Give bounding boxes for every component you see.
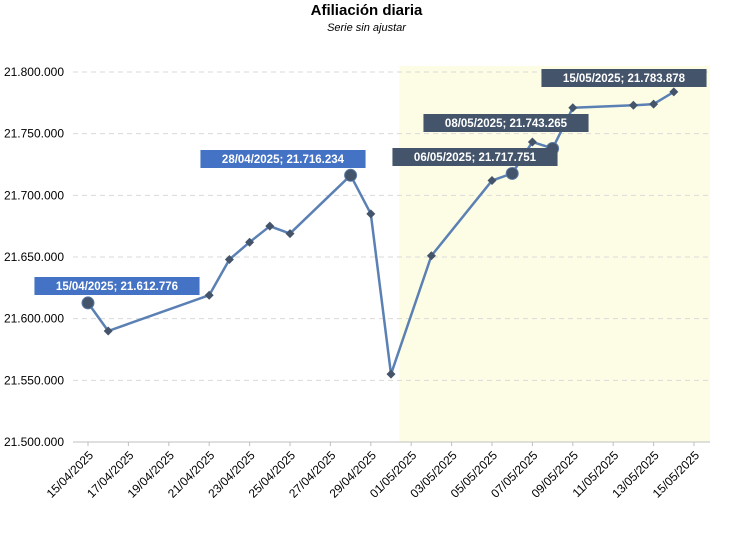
data-point — [366, 209, 376, 219]
highlight-point — [344, 168, 358, 182]
data-label-box — [34, 277, 200, 295]
data-point — [568, 103, 578, 113]
data-point — [103, 326, 113, 336]
data-label-box — [423, 114, 589, 132]
data-point — [224, 254, 234, 264]
data-point — [204, 290, 214, 300]
data-point — [285, 229, 295, 239]
data-point — [426, 251, 436, 261]
data-label-box — [200, 150, 366, 168]
data-label-box — [392, 148, 558, 166]
y-tick-label: 21.650.000 — [4, 250, 64, 264]
data-point — [649, 99, 659, 109]
data-point — [527, 137, 537, 147]
data-label: 06/05/2025; 21.717.751 — [414, 152, 537, 164]
data-point — [669, 87, 679, 97]
data-label: 15/04/2025; 21.612.776 — [56, 281, 178, 293]
data-point — [265, 221, 275, 231]
data-point — [628, 100, 638, 110]
data-point — [487, 176, 497, 186]
highlight-point — [81, 296, 95, 310]
chart-subtitle: Serie sin ajustar — [327, 22, 406, 34]
y-tick-label: 21.550.000 — [4, 373, 64, 387]
data-label: 28/04/2025; 21.716.234 — [222, 154, 345, 166]
data-label: 15/05/2025; 21.783.878 — [563, 73, 686, 85]
y-tick-label: 21.600.000 — [4, 312, 64, 326]
y-tick-label: 21.800.000 — [4, 65, 64, 79]
y-tick-label: 21.500.000 — [4, 435, 64, 449]
data-label-box — [541, 69, 707, 87]
y-tick-label: 21.750.000 — [4, 127, 64, 141]
data-point — [245, 237, 255, 247]
y-tick-label: 21.700.000 — [4, 188, 64, 202]
chart-title: Afiliación diaria — [310, 2, 423, 19]
highlight-point — [505, 166, 519, 180]
data-point — [386, 369, 396, 379]
data-label: 08/05/2025; 21.743.265 — [445, 118, 568, 130]
